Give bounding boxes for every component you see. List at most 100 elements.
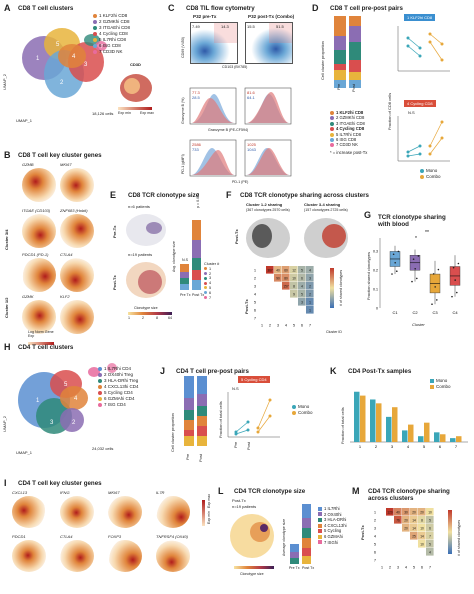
- row-label-cluster12: Cluster 1/2: [4, 297, 9, 318]
- i-scale-max: Exp max: [207, 494, 211, 508]
- axis-cd103: CD103 (BV785): [222, 65, 248, 69]
- k-bar: [370, 399, 376, 442]
- k-bar: [392, 407, 398, 442]
- legend-e-clusters: Cluster # 1 2 3 4 5 6 7: [204, 262, 220, 300]
- axis-l-y: Average clonotype size: [282, 518, 286, 556]
- q-pre-left: 7.49: [192, 24, 200, 29]
- panel-label-i: I: [4, 478, 7, 488]
- heatmap-m-cell: [402, 516, 410, 524]
- exp-max-a: Exp max: [140, 111, 154, 115]
- k-bar: [354, 391, 360, 442]
- gene-label-b-5: CTLA4: [60, 252, 73, 257]
- heatmap-m-cell: [426, 516, 434, 524]
- e-size-label: Clonotype size: [134, 306, 158, 310]
- hist-pd1-post: 1025 1043: [244, 139, 292, 177]
- heatmap-m-xtick: 3: [397, 566, 399, 570]
- e-size-tick-2: 8: [156, 316, 158, 320]
- heatmap-f-cell-value: 12: [292, 268, 296, 272]
- umap-cd3d-inset: [120, 74, 152, 102]
- heatmap-f-cell: [266, 266, 274, 274]
- umap-gene-b-1: [60, 168, 94, 202]
- panel-label-k: K: [330, 366, 337, 376]
- heatmap-m-cell-value: 10: [420, 526, 424, 530]
- gene-label-i-1: IFNG: [60, 490, 70, 495]
- gene-label-b-3: ZNF683 (Hobit): [60, 208, 88, 213]
- k-bar: [376, 403, 382, 442]
- heatmap-f-ytick: 1: [254, 268, 256, 272]
- heatmap-f-cell-value: 5: [301, 268, 303, 272]
- m-row-label: Post-Tx: [360, 525, 365, 540]
- f-row-label-2: Post-Tx: [244, 299, 249, 314]
- cell-count-a: 18,126 cells: [92, 111, 114, 116]
- svg-text:5: 5: [64, 382, 68, 388]
- g-ytick: 0.3: [373, 250, 378, 254]
- legend-l: 1 IL7Rhi 2 OX40hi 3 HLA-DRhi 4 CXCL13hi …: [318, 506, 347, 545]
- g-xtick: C3: [432, 310, 438, 315]
- j-xt-pre2: Pre: [233, 441, 238, 448]
- panel-c-title: CD8 TIL flow cytometry: [186, 5, 255, 12]
- heatmap-f-cell: [306, 306, 314, 314]
- col-label-pre: P32 pre-Tx: [193, 14, 217, 19]
- heatmap-f-cell-value: 6: [301, 276, 303, 280]
- heatmap-f-cell-value: 3: [309, 276, 311, 280]
- axis-j-right: Fraction of total cells: [218, 401, 223, 438]
- heatmap-f-xtick: 2: [269, 324, 271, 328]
- gene-label-b-2: ITGAE (CD103): [22, 208, 51, 213]
- heatmap-m-xtick: 6: [421, 566, 423, 570]
- heatmap-f-cell-value: 367: [267, 268, 273, 272]
- barchart-k: 1 2 3 4 5 6 7: [350, 391, 468, 449]
- axis-j-y: Cell cluster proportion: [170, 413, 175, 452]
- heatmap-m-cell-value: 20: [412, 510, 416, 514]
- panel-d-title: CD8 T cell pre-post pairs: [330, 5, 403, 12]
- panel-e-title: CD8 TCR clonotype size: [128, 192, 200, 199]
- umap-gene-b-5: [60, 258, 94, 292]
- heatmap-m-cell-value: 7: [429, 534, 431, 538]
- panel-label-g: G: [364, 210, 372, 220]
- heatmap-f-cell: [290, 266, 298, 274]
- panel-label-b: B: [4, 150, 11, 160]
- heatmap-m-cell-value: 4: [429, 550, 431, 554]
- axis-label-umap1-a: UMAP_1: [16, 118, 33, 123]
- panel-f-title: CD8 TCR clonotype sharing across cluster…: [240, 192, 369, 199]
- svg-text:5: 5: [56, 42, 60, 48]
- panel-l-title: CD4 TCR clonotype size: [234, 488, 306, 495]
- col-label-post: P32 post-Tx (Combo): [248, 14, 295, 19]
- legend-d: 1 KLF2hi CD8 2 GZMKhi CD8 3 ITGAEhi CD8 …: [330, 110, 368, 155]
- umap-gene-b-0: [22, 168, 56, 202]
- k-xtick: 5: [423, 444, 426, 449]
- panel-k-title: CD4 Post-Tx samples: [348, 368, 412, 375]
- k-xtick: 3: [391, 444, 394, 449]
- m-scale: # of shared clonotypes: [457, 519, 461, 556]
- heatmap-f-cell-value: 5: [301, 292, 303, 296]
- panel-m-title: CD4 TCR clonotype sharing across cluster…: [368, 488, 450, 502]
- heatmap-f-cell-value: 2: [309, 292, 311, 296]
- heatmap-m-cell: [394, 508, 402, 516]
- umap-gene-i-2: [108, 496, 142, 528]
- k-bar: [402, 430, 408, 442]
- axis-umap1-h: UMAP_1: [16, 450, 33, 455]
- gene-label-i-6: FOXP3: [108, 534, 122, 539]
- umap-f-c34: [304, 218, 348, 258]
- heatmap-m-cell: [418, 532, 426, 540]
- gene-label-b-4: PDCD1 (PD-1): [22, 252, 49, 257]
- stacked-bars-j: [184, 376, 207, 446]
- j-xtick-pre: Pre: [185, 453, 190, 460]
- q-post-right: 51.5: [276, 24, 284, 29]
- xtick-d-pre: Pre: [336, 83, 341, 90]
- g-significance: *: [415, 236, 417, 242]
- heatmap-m-cell: [426, 540, 434, 548]
- e-size-tick-0: 1: [128, 316, 130, 320]
- heatmap-f-ytick: 6: [254, 308, 256, 312]
- panel-b-title: CD8 T cell key cluster genes: [18, 152, 102, 159]
- umap-f-c12: [246, 218, 290, 258]
- heatmap-f-xtick: 4: [285, 324, 287, 328]
- heatmap-m-cell: [418, 508, 426, 516]
- heatmap-f-ytick: 3: [254, 284, 256, 288]
- gene-label-i-0: CXCL13: [12, 490, 28, 495]
- umap-gene-i-4: [12, 540, 46, 572]
- g-xtick: C4: [452, 310, 458, 315]
- exp-min-a: Exp min: [118, 111, 131, 115]
- inset-gene-label: CD3D: [130, 62, 141, 67]
- panel-label-j: J: [160, 366, 166, 376]
